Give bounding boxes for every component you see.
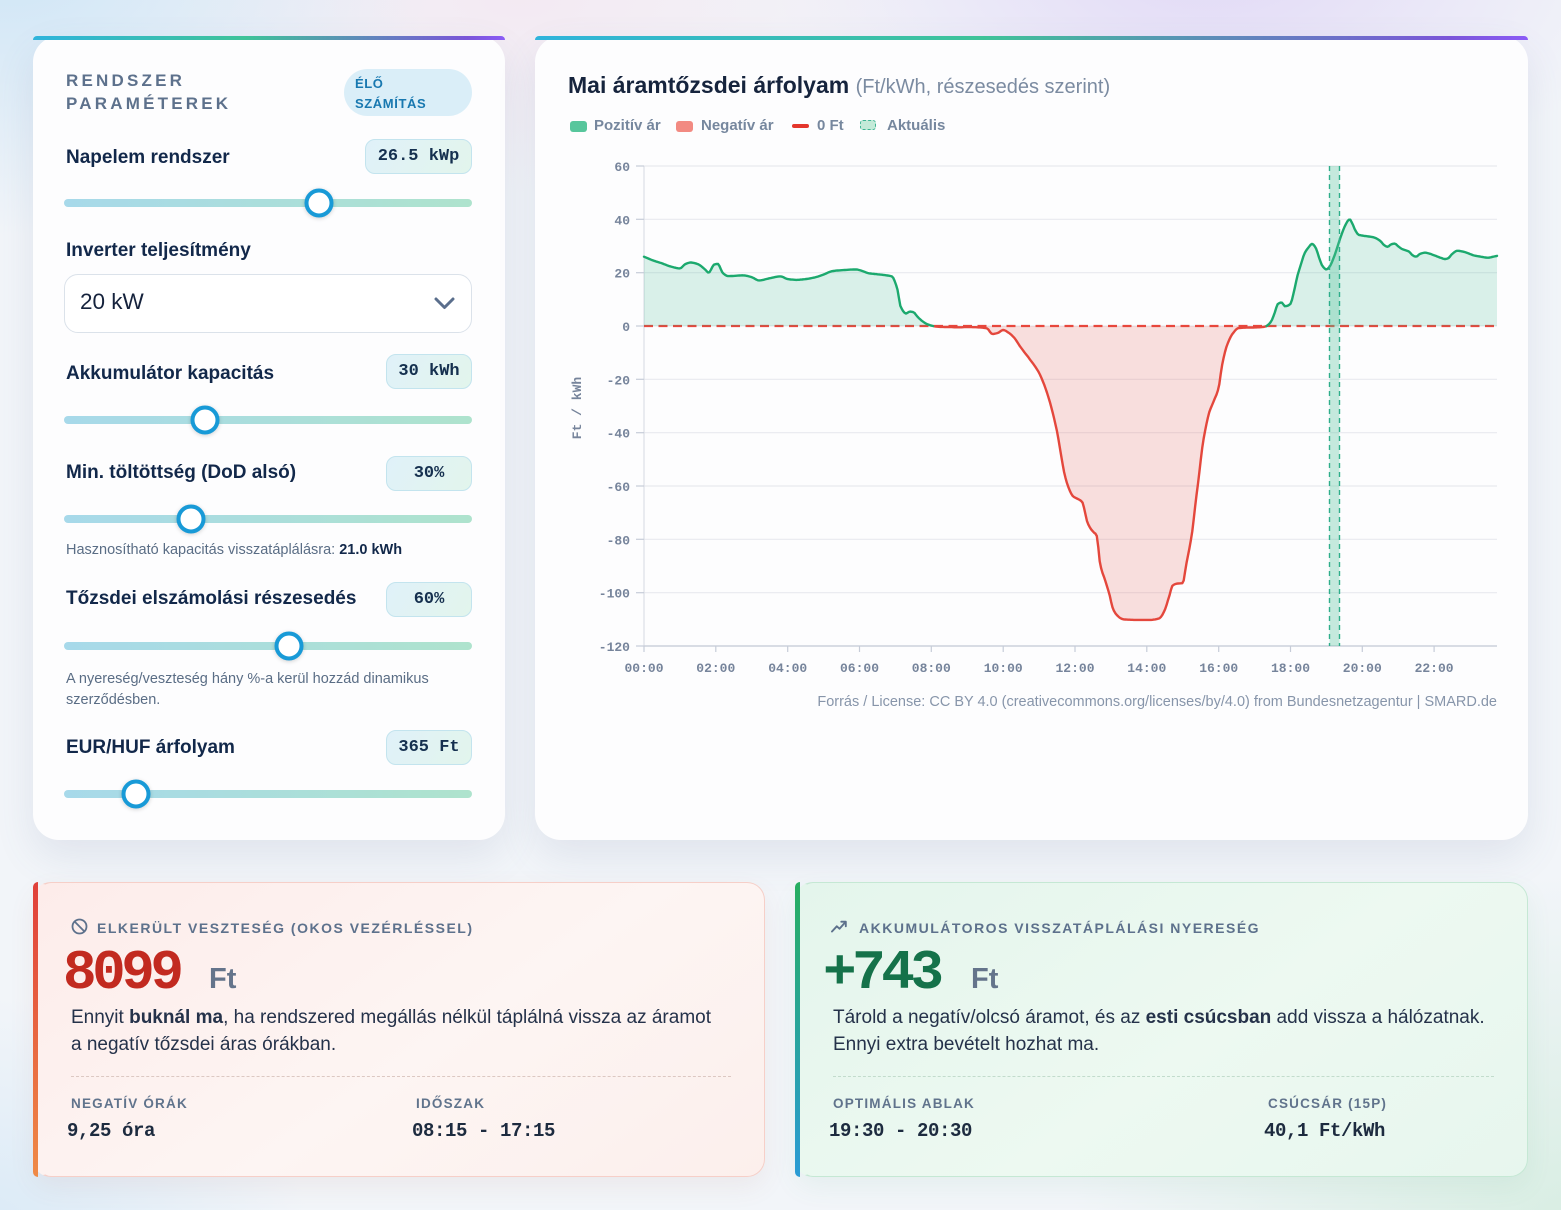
- svg-text:-20: -20: [607, 373, 631, 388]
- svg-text:-40: -40: [607, 427, 631, 442]
- svg-text:-80: -80: [607, 533, 631, 548]
- svg-text:18:00: 18:00: [1271, 661, 1310, 676]
- svg-text:Ft / kWh: Ft / kWh: [570, 377, 585, 440]
- svg-text:14:00: 14:00: [1127, 661, 1166, 676]
- svg-text:02:00: 02:00: [696, 661, 735, 676]
- svg-text:-60: -60: [607, 480, 631, 495]
- svg-text:16:00: 16:00: [1199, 661, 1238, 676]
- svg-text:-120: -120: [599, 640, 630, 655]
- svg-text:00:00: 00:00: [624, 661, 663, 676]
- svg-text:20:00: 20:00: [1343, 661, 1382, 676]
- svg-text:20: 20: [614, 267, 630, 282]
- svg-text:12:00: 12:00: [1055, 661, 1094, 676]
- svg-text:08:00: 08:00: [912, 661, 951, 676]
- svg-text:06:00: 06:00: [840, 661, 879, 676]
- svg-text:22:00: 22:00: [1415, 661, 1454, 676]
- svg-text:04:00: 04:00: [768, 661, 807, 676]
- svg-text:-100: -100: [599, 587, 630, 602]
- svg-text:60: 60: [614, 160, 630, 175]
- svg-text:0: 0: [622, 320, 630, 335]
- svg-text:10:00: 10:00: [984, 661, 1023, 676]
- svg-text:40: 40: [614, 213, 630, 228]
